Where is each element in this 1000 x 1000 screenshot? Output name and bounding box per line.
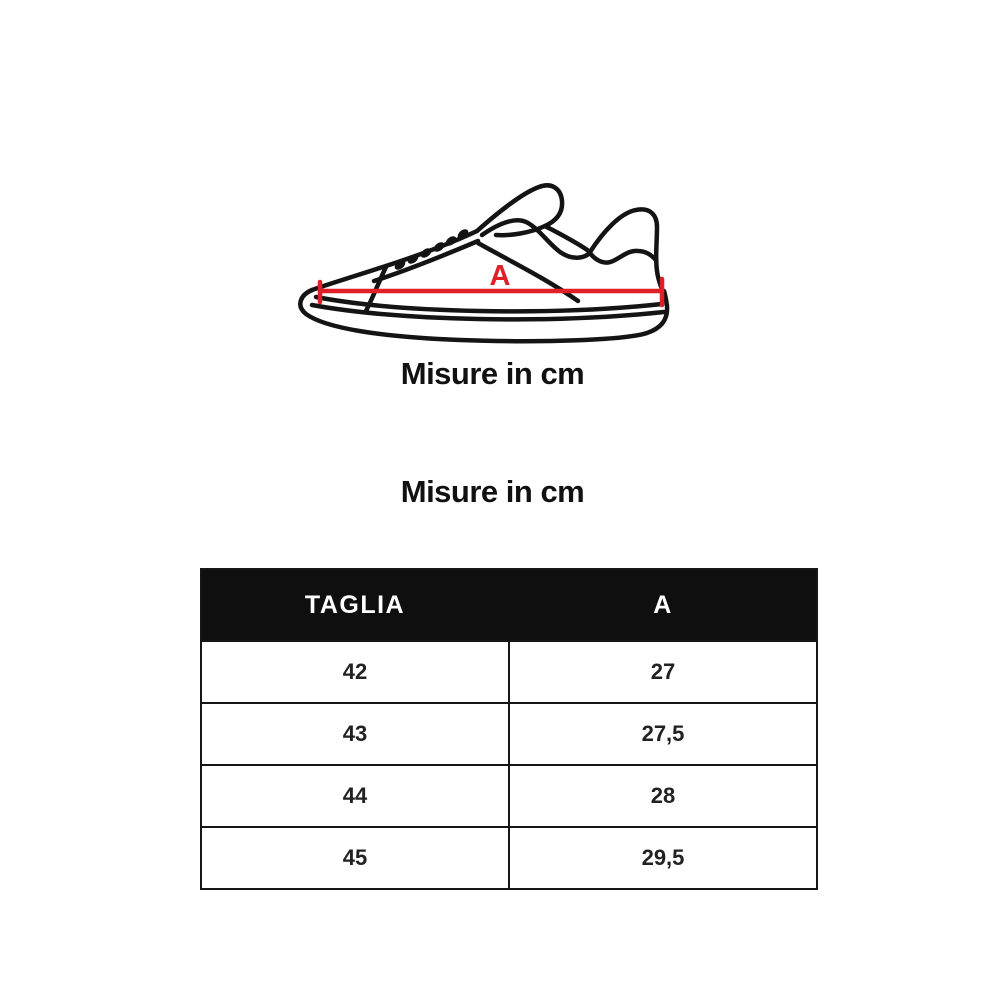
length-cell: 27,5: [641, 721, 685, 746]
eyestay-lower-line: [371, 238, 481, 284]
size-cell: 44: [202, 766, 510, 826]
size-table: TAGLIA A 42 27 43 27,5 44 28 45 29,5: [200, 568, 818, 890]
quarter-panel-seam: [475, 240, 581, 304]
sole-outline: [298, 287, 670, 344]
figure-caption: Misure in cm: [400, 356, 585, 391]
midsole-seam-top: [313, 294, 665, 314]
sneaker-drawing: [298, 183, 670, 344]
length-cell: 29,5: [641, 845, 685, 870]
lace-eyelets: [394, 229, 469, 270]
table-row: 42 27: [202, 640, 816, 702]
size-cell: 42: [202, 642, 510, 702]
table-section-title: Misure in cm: [400, 474, 585, 509]
table-row: 45 29,5: [202, 826, 816, 888]
midsole-seam-bottom: [309, 302, 667, 322]
size-cell: 45: [202, 828, 510, 888]
length-cell: 27: [650, 659, 676, 684]
table-header-row: TAGLIA A: [202, 570, 816, 640]
tongue-outline: [474, 183, 565, 238]
table-row: 43 27,5: [202, 702, 816, 764]
heel-patch-seam: [587, 248, 659, 265]
length-cell: 28: [650, 783, 676, 808]
sneaker-measure-diagram: A: [298, 183, 670, 344]
topline-heel-outline: [542, 207, 666, 295]
measurement-line-group: [317, 276, 665, 308]
column-header-a: A: [653, 590, 673, 619]
table-row: 44 28: [202, 764, 816, 826]
measurement-label: A: [490, 260, 511, 292]
size-cell: 43: [202, 704, 510, 764]
toe-cap-seam: [363, 264, 389, 314]
collar-seam: [479, 218, 593, 260]
column-header-taglia: TAGLIA: [202, 570, 510, 640]
